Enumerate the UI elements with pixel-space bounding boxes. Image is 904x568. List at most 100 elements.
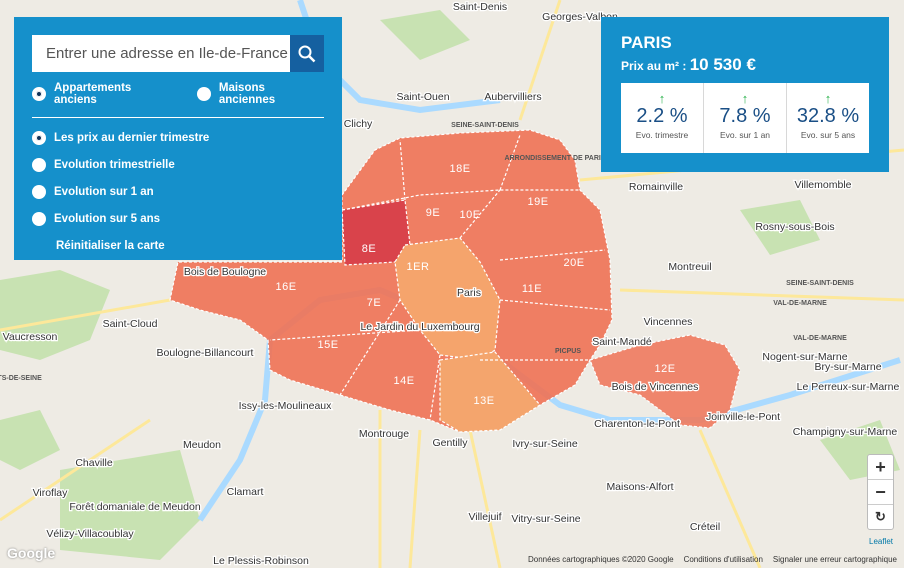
zoom-out[interactable]: − [868,480,893,505]
radio-dot [32,131,46,145]
place-label: Georges-Valbon [542,11,618,23]
district-label: 19E [527,196,548,208]
place-label: Villemomble [795,179,852,191]
place-label: Le Plessis-Robinson [213,555,309,567]
place-label: Ivry-sur-Seine [512,438,578,450]
place-label: Gentilly [432,437,468,449]
place-label: VAL-DE-MARNE [773,300,827,307]
district-label: 7E [367,297,381,309]
stats: ↑ 2.2 % Evo. trimestre ↑ 7.8 % Evo. sur 1 an ↑… [621,83,869,153]
district-label: 8E [362,243,376,255]
option-label: Appartements anciens [53,82,132,106]
search-panel: Entrer une adresse en Ile-de-France Appa… [14,17,342,260]
option-label: Evolution trimestrielle [54,159,175,171]
zoom-control: + − ↻ [867,454,894,530]
stat-value: 7.8 % [719,105,771,127]
place-label: Saint-Cloud [103,318,158,330]
property-types: Appartements anciens Maisons anciennes [32,82,324,118]
map-data: Données cartographiques ©2020 Google [528,555,674,564]
option-label: Evolution sur 5 ans [54,213,161,225]
place-label: Vaucresson [3,331,58,343]
option-label: Maisons anciennes [218,82,276,106]
place-label: Le Jardin du Luxembourg [360,321,479,333]
district-labels: 18E 19E 9E 10E 8E 1ER 20E 11E 16E 7E 15E 14E 13E 12E [275,163,675,407]
search-input[interactable]: Entrer une adresse en Ile-de-France [32,35,290,72]
place-label: Romainville [629,181,683,193]
place-label: Champigny-sur-Marne [793,426,898,438]
terms-link[interactable]: Conditions d'utilisation [683,555,763,564]
district-label: 1ER [407,261,430,273]
arrow-up: ↑ [824,91,832,106]
place-label: Créteil [690,521,720,533]
district-label: 13E [473,395,494,407]
place-label: Paris [457,287,481,299]
place-label: Clichy [344,118,373,130]
place-label: Charenton-le-Pont [594,418,680,430]
district-label: 9E [426,207,440,219]
stat-label: Evo. sur 1 an [719,130,771,140]
reset-link[interactable]: Réinitialiser la carte [56,240,165,252]
parks [0,10,900,560]
map-footer: Données cartographiques ©2020 Google Con… [528,555,897,564]
place-label: Chaville [75,457,113,469]
radio-dot [196,87,211,101]
place-label: Vitry-sur-Seine [511,513,580,525]
radio-option[interactable]: Evolution sur 5 ans [32,212,324,226]
radio-option[interactable]: Evolution sur 1 an [32,185,324,199]
place-label: Bois de Vincennes [612,381,699,393]
option-label: Les prix au dernier trimestre [54,132,210,144]
stat: ↑ 7.8 % Evo. sur 1 an [703,83,786,153]
place-label: Issy-les-Moulineaux [239,400,333,412]
place-label: Rosny-sous-Bois [755,221,834,233]
place-label: Meudon [183,439,221,451]
place-label: Montreuil [668,261,711,273]
stat: ↑ 2.2 % Evo. trimestre [621,83,703,153]
place-label: ARRONDISSEMENT DE PARIS [505,155,606,162]
place-label: Villejuif [468,511,501,523]
place-label: Viroflay [33,487,69,499]
district-label: 16E [275,281,296,293]
radio-dot [32,87,46,101]
stat: ↑ 32.8 % Evo. sur 5 ans [786,83,869,153]
arrow-up: ↑ [741,91,749,106]
stat-value: 2.2 % [636,105,688,127]
place-label: Bois de Boulogne [184,266,266,278]
place-label: Nogent-sur-Marne [762,351,847,363]
place-label: Maisons-Alfort [606,481,673,493]
info-panel: PARIS Prix au m² : 10 530 € ↑ 2.2 % Evo. t… [601,17,889,172]
place-label: SEINE-SAINT-DENIS [786,280,854,287]
place-label: Forêt domaniale de Meudon [69,501,200,513]
stat-value: 32.8 % [796,105,860,127]
district-label: 12E [654,363,675,375]
zoom-in[interactable]: + [868,455,893,480]
search-box: Entrer une adresse en Ile-de-France [32,35,324,72]
radio-option[interactable]: Evolution trimestrielle [32,158,324,172]
stat-label: Evo. trimestre [635,130,689,140]
place-label: Vincennes [644,316,693,328]
place-label: Clamart [227,486,264,498]
place-label: PICPUS [555,348,581,355]
price-separator: : [682,59,687,73]
place-label: Saint-Denis [453,1,507,13]
search-button[interactable] [290,35,324,72]
place-label: Saint-Mandé [592,336,652,348]
paris-area [169,129,741,433]
district-label: 18E [449,163,470,175]
place-label: Montrouge [359,428,409,440]
report-link[interactable]: Signaler une erreur cartographique [772,555,897,564]
place-label: Saint-Ouen [396,91,449,103]
arrow-up: ↑ [658,91,666,106]
place-label: Vélizy-Villacoublay [46,528,134,540]
radio-option[interactable]: Appartements anciens [32,82,177,106]
radio-option[interactable]: Les prix au dernier trimestre [32,131,324,145]
radio-option[interactable]: Maisons anciennes [196,82,324,106]
radio-dot [32,212,46,226]
leaflet-link[interactable]: Leaflet [869,537,894,546]
city-name: PARIS [621,33,672,52]
reset-view[interactable]: ↻ [875,509,886,524]
price-label: Prix au m² [621,59,680,73]
view-options: Les prix au dernier trimestre Evolution t… [32,131,324,226]
